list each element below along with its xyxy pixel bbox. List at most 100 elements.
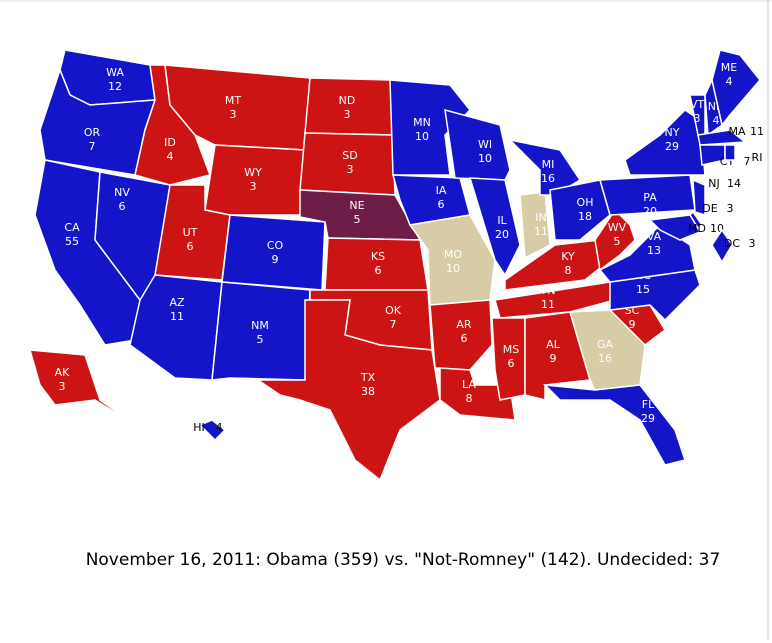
state-votes: 11	[750, 125, 764, 138]
state-abbr: VA	[647, 230, 662, 243]
state-votes: 7	[744, 155, 751, 168]
state-votes: 6	[375, 264, 382, 277]
state-abbr: TN	[540, 284, 556, 297]
state	[711, 49, 761, 127]
state-abbr: NY	[665, 126, 680, 139]
state-votes: 8	[565, 264, 572, 277]
state-votes: 6	[119, 200, 126, 213]
state-abbr: MT	[225, 94, 241, 107]
state-abbr: RI	[752, 151, 763, 164]
state-abbr: UT	[183, 226, 198, 239]
state-abbr: DC	[724, 237, 740, 250]
state-abbr: WV	[608, 221, 627, 234]
state-abbr: CA	[64, 221, 80, 234]
state-abbr: LA	[462, 378, 476, 391]
state-abbr: WA	[106, 66, 124, 79]
state-abbr: VT	[690, 98, 705, 111]
state-abbr: ID	[164, 136, 176, 149]
state-votes: 16	[541, 172, 555, 185]
state-votes: 10	[415, 130, 429, 143]
state	[439, 367, 516, 421]
state-votes: 18	[578, 210, 592, 223]
state-abbr: KY	[561, 250, 575, 263]
state	[648, 214, 702, 241]
state	[711, 228, 733, 264]
state-abbr: MO	[444, 248, 462, 261]
state-votes: 10	[446, 262, 460, 275]
state-votes: 5	[614, 235, 621, 248]
state-votes: 3	[694, 112, 701, 125]
state-votes: 13	[647, 244, 661, 257]
state	[429, 299, 493, 371]
state-abbr: IN	[535, 211, 546, 224]
state-votes: 55	[65, 235, 79, 248]
state-abbr: MI	[542, 158, 555, 171]
caption: November 16, 2011: Obama (359) vs. "Not-…	[86, 550, 721, 570]
state-votes: 15	[636, 283, 650, 296]
state-votes: 7	[89, 140, 96, 153]
state	[549, 179, 611, 241]
state-abbr: NM	[251, 319, 269, 332]
state-abbr: MS	[503, 343, 519, 356]
state	[468, 177, 521, 277]
state-votes: 38	[361, 385, 375, 398]
state-votes: 29	[665, 140, 679, 153]
state-abbr: MD	[688, 222, 706, 235]
state	[211, 281, 311, 381]
state-votes: 10	[478, 152, 492, 165]
state-votes: 6	[461, 332, 468, 345]
state	[444, 108, 511, 181]
state-abbr: OR	[84, 126, 101, 139]
state	[198, 419, 227, 442]
state-abbr: OH	[577, 196, 594, 209]
state-abbr: MA	[728, 125, 745, 138]
state	[204, 144, 306, 216]
state-abbr: AR	[456, 318, 472, 331]
state-votes: 9	[272, 253, 279, 266]
state-abbr: GA	[597, 338, 614, 351]
state-votes: 6	[508, 357, 515, 370]
state	[519, 191, 551, 260]
state-abbr: FL	[642, 398, 655, 411]
state-abbr: SD	[342, 149, 357, 162]
state-votes: 11	[541, 298, 555, 311]
state-votes: 20	[643, 205, 657, 218]
state-votes: 5	[354, 213, 361, 226]
state-abbr: NV	[114, 186, 130, 199]
state	[491, 317, 526, 401]
state	[542, 384, 686, 466]
state-votes: 3	[344, 108, 351, 121]
state-votes: 4	[713, 114, 720, 127]
state	[507, 138, 582, 196]
state-votes: 3	[347, 163, 354, 176]
state-abbr: AZ	[169, 296, 185, 309]
state-votes: 6	[438, 198, 445, 211]
state-abbr: WY	[244, 166, 262, 179]
state-abbr: IA	[436, 184, 447, 197]
state-abbr: PA	[643, 191, 657, 204]
state	[692, 178, 706, 217]
state-votes: 4	[167, 150, 174, 163]
state-votes: 3	[59, 380, 66, 393]
state-votes: 6	[187, 240, 194, 253]
state	[255, 299, 441, 482]
state-abbr: CO	[267, 239, 284, 252]
state	[494, 281, 616, 319]
state-votes: 16	[598, 352, 612, 365]
state-abbr: KS	[371, 250, 385, 263]
state-abbr: OK	[385, 304, 402, 317]
state-votes: 3	[749, 237, 756, 250]
state-abbr: MN	[413, 116, 431, 129]
state-abbr: TX	[360, 371, 376, 384]
state	[28, 349, 136, 426]
state-votes: 14	[727, 177, 741, 190]
state-votes: 8	[466, 392, 473, 405]
state-votes: 7	[390, 318, 397, 331]
state-votes: 3	[727, 202, 734, 215]
state-abbr: ME	[721, 61, 737, 74]
state	[724, 144, 736, 161]
state-votes: 5	[257, 333, 264, 346]
state-abbr: WI	[478, 138, 492, 151]
